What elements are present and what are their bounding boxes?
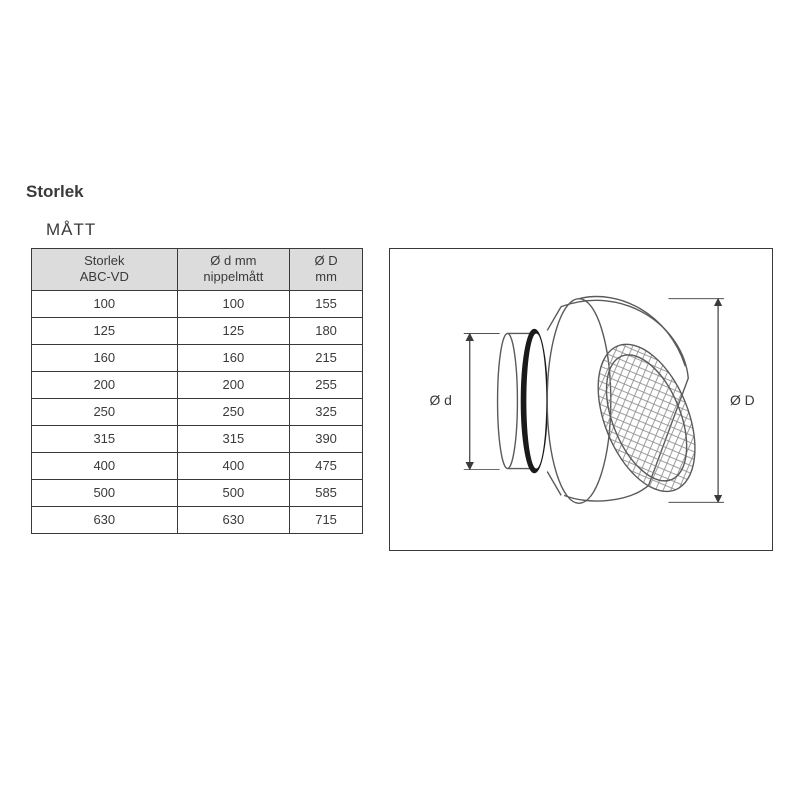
- table-cell: 100: [32, 290, 178, 317]
- table-row: 125125180: [32, 317, 363, 344]
- table-cell: 400: [177, 452, 290, 479]
- table-cell: 250: [32, 398, 178, 425]
- product-diagram: Ø d Ø D: [389, 248, 773, 551]
- table-cell: 325: [290, 398, 363, 425]
- table-header-0: StorlekABC-VD: [32, 249, 178, 291]
- table-row: 500500585: [32, 479, 363, 506]
- table-cell: 160: [177, 344, 290, 371]
- table-cell: 315: [32, 425, 178, 452]
- table-cell: 160: [32, 344, 178, 371]
- table-cell: 125: [32, 317, 178, 344]
- table-cell: 715: [290, 506, 363, 533]
- table-cell: 390: [290, 425, 363, 452]
- table-cell: 255: [290, 371, 363, 398]
- table-row: 100100155: [32, 290, 363, 317]
- page-title: Storlek: [26, 182, 84, 202]
- dimensions-table: StorlekABC-VDØ d mmnippelmåttØ Dmm 10010…: [31, 248, 363, 534]
- table-row: 630630715: [32, 506, 363, 533]
- table-row: 250250325: [32, 398, 363, 425]
- table-cell: 630: [177, 506, 290, 533]
- table-header-2: Ø Dmm: [290, 249, 363, 291]
- table-cell: 200: [177, 371, 290, 398]
- table-row: 200200255: [32, 371, 363, 398]
- dimension-label-d: Ø d: [429, 392, 451, 408]
- table-cell: 200: [32, 371, 178, 398]
- table-cell: 100: [177, 290, 290, 317]
- table-cell: 400: [32, 452, 178, 479]
- table-cell: 315: [177, 425, 290, 452]
- table-row: 160160215: [32, 344, 363, 371]
- table-cell: 125: [177, 317, 290, 344]
- table-row: 400400475: [32, 452, 363, 479]
- table-cell: 500: [177, 479, 290, 506]
- table-cell: 630: [32, 506, 178, 533]
- product-drawing: [498, 297, 715, 506]
- section-title: MÅTT: [46, 220, 96, 240]
- dimension-label-D: Ø D: [730, 392, 755, 408]
- table-cell: 215: [290, 344, 363, 371]
- table-cell: 500: [32, 479, 178, 506]
- table-cell: 475: [290, 452, 363, 479]
- table-row: 315315390: [32, 425, 363, 452]
- table-cell: 155: [290, 290, 363, 317]
- table-header-1: Ø d mmnippelmått: [177, 249, 290, 291]
- table-cell: 180: [290, 317, 363, 344]
- table-cell: 585: [290, 479, 363, 506]
- table-cell: 250: [177, 398, 290, 425]
